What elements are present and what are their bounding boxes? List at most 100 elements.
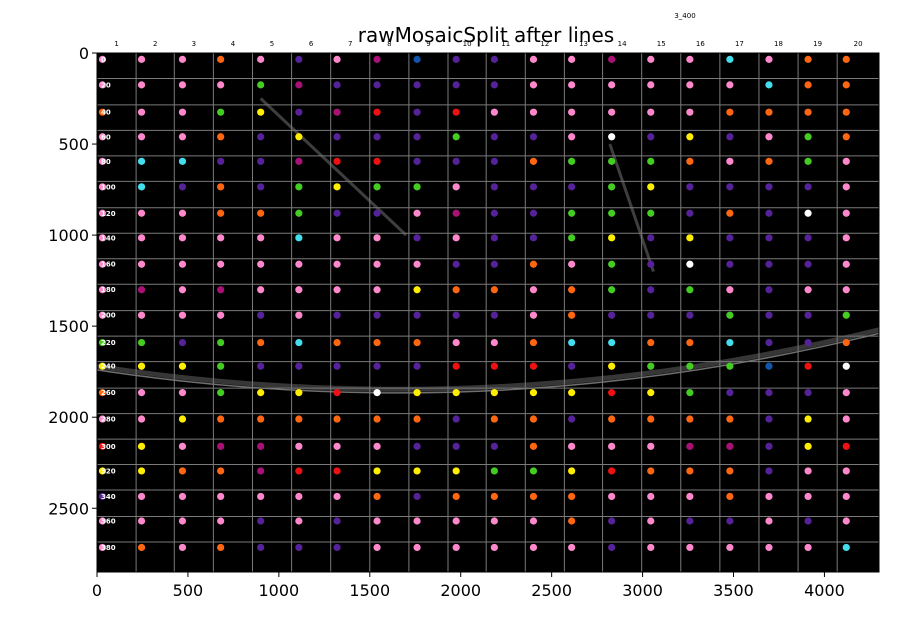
- y-tick-label: 1500: [48, 317, 89, 336]
- data-point: [333, 543, 341, 552]
- data-point: [608, 492, 616, 501]
- data-point: [137, 467, 146, 475]
- data-point: [765, 286, 773, 294]
- data-point: [647, 183, 655, 191]
- data-point: [217, 467, 225, 475]
- data-point: [842, 362, 850, 370]
- data-point: [529, 234, 538, 242]
- data-point: [529, 442, 538, 450]
- data-point: [490, 286, 498, 294]
- data-point: [647, 543, 655, 552]
- data-point: [726, 260, 734, 268]
- data-point: [490, 209, 498, 217]
- data-point: [568, 108, 576, 116]
- data-point: [98, 442, 107, 450]
- column-label: 2: [153, 40, 157, 48]
- data-point: [568, 415, 576, 423]
- data-point: [137, 442, 146, 450]
- data-point: [568, 133, 576, 141]
- data-point: [804, 81, 812, 89]
- data-point: [686, 157, 694, 165]
- data-point: [178, 517, 187, 525]
- data-point: [137, 108, 146, 116]
- column-label: 15: [657, 40, 666, 48]
- data-point: [413, 81, 421, 89]
- data-point: [373, 260, 381, 268]
- data-point: [842, 183, 850, 191]
- data-point: [726, 442, 734, 450]
- data-point: [647, 362, 655, 370]
- data-point: [137, 183, 146, 191]
- data-point: [726, 157, 734, 165]
- data-point: [608, 209, 616, 217]
- column-label: 20: [854, 40, 863, 48]
- data-point: [608, 260, 616, 268]
- data-point: [373, 209, 381, 217]
- data-point: [490, 389, 498, 397]
- data-point: [647, 286, 655, 294]
- row-label: 120: [101, 210, 116, 218]
- data-point: [804, 133, 812, 141]
- data-point: [529, 260, 538, 268]
- data-point: [295, 467, 303, 475]
- data-point: [373, 108, 381, 116]
- data-point: [452, 157, 460, 165]
- data-point: [765, 133, 773, 141]
- data-point: [804, 157, 812, 165]
- row-label: 240: [101, 363, 116, 371]
- data-point: [686, 492, 694, 501]
- data-point: [452, 338, 460, 347]
- data-point: [137, 543, 146, 552]
- data-point: [568, 362, 576, 370]
- data-point: [686, 108, 694, 116]
- data-point: [295, 389, 303, 397]
- data-point: [529, 389, 538, 397]
- data-point: [842, 286, 850, 294]
- data-point: [804, 543, 812, 552]
- data-point: [295, 311, 303, 319]
- row-label: 40: [101, 109, 111, 117]
- data-point: [608, 133, 616, 141]
- data-point: [373, 442, 381, 450]
- row-label: 0: [101, 56, 106, 64]
- data-point: [373, 55, 381, 63]
- data-point: [452, 517, 460, 525]
- data-point: [842, 133, 850, 141]
- data-point: [804, 55, 812, 63]
- data-point: [686, 517, 694, 525]
- y-tick-label: 2000: [48, 408, 89, 427]
- row-label: 20: [101, 81, 111, 89]
- data-point: [295, 543, 303, 552]
- data-point: [765, 234, 773, 242]
- plot-frame: [96, 52, 880, 573]
- data-point: [490, 108, 498, 116]
- data-point: [804, 286, 812, 294]
- data-point: [726, 517, 734, 525]
- data-point: [257, 467, 265, 475]
- data-point: [137, 234, 146, 242]
- data-point: [490, 467, 498, 475]
- data-point: [98, 55, 107, 63]
- data-point: [333, 338, 341, 347]
- row-label: 180: [101, 286, 116, 294]
- data-point: [217, 389, 225, 397]
- data-point: [295, 133, 303, 141]
- data-point: [765, 209, 773, 217]
- data-point: [804, 234, 812, 242]
- data-point: [373, 311, 381, 319]
- data-point: [726, 183, 734, 191]
- data-point: [98, 517, 107, 525]
- data-point: [568, 389, 576, 397]
- data-point: [568, 209, 576, 217]
- data-point: [178, 442, 187, 450]
- data-point: [137, 389, 146, 397]
- data-point: [726, 362, 734, 370]
- data-point: [295, 234, 303, 242]
- data-point: [413, 183, 421, 191]
- data-point: [568, 234, 576, 242]
- data-point: [490, 234, 498, 242]
- data-point: [804, 389, 812, 397]
- data-point: [178, 311, 187, 319]
- data-point: [490, 442, 498, 450]
- data-point: [257, 442, 265, 450]
